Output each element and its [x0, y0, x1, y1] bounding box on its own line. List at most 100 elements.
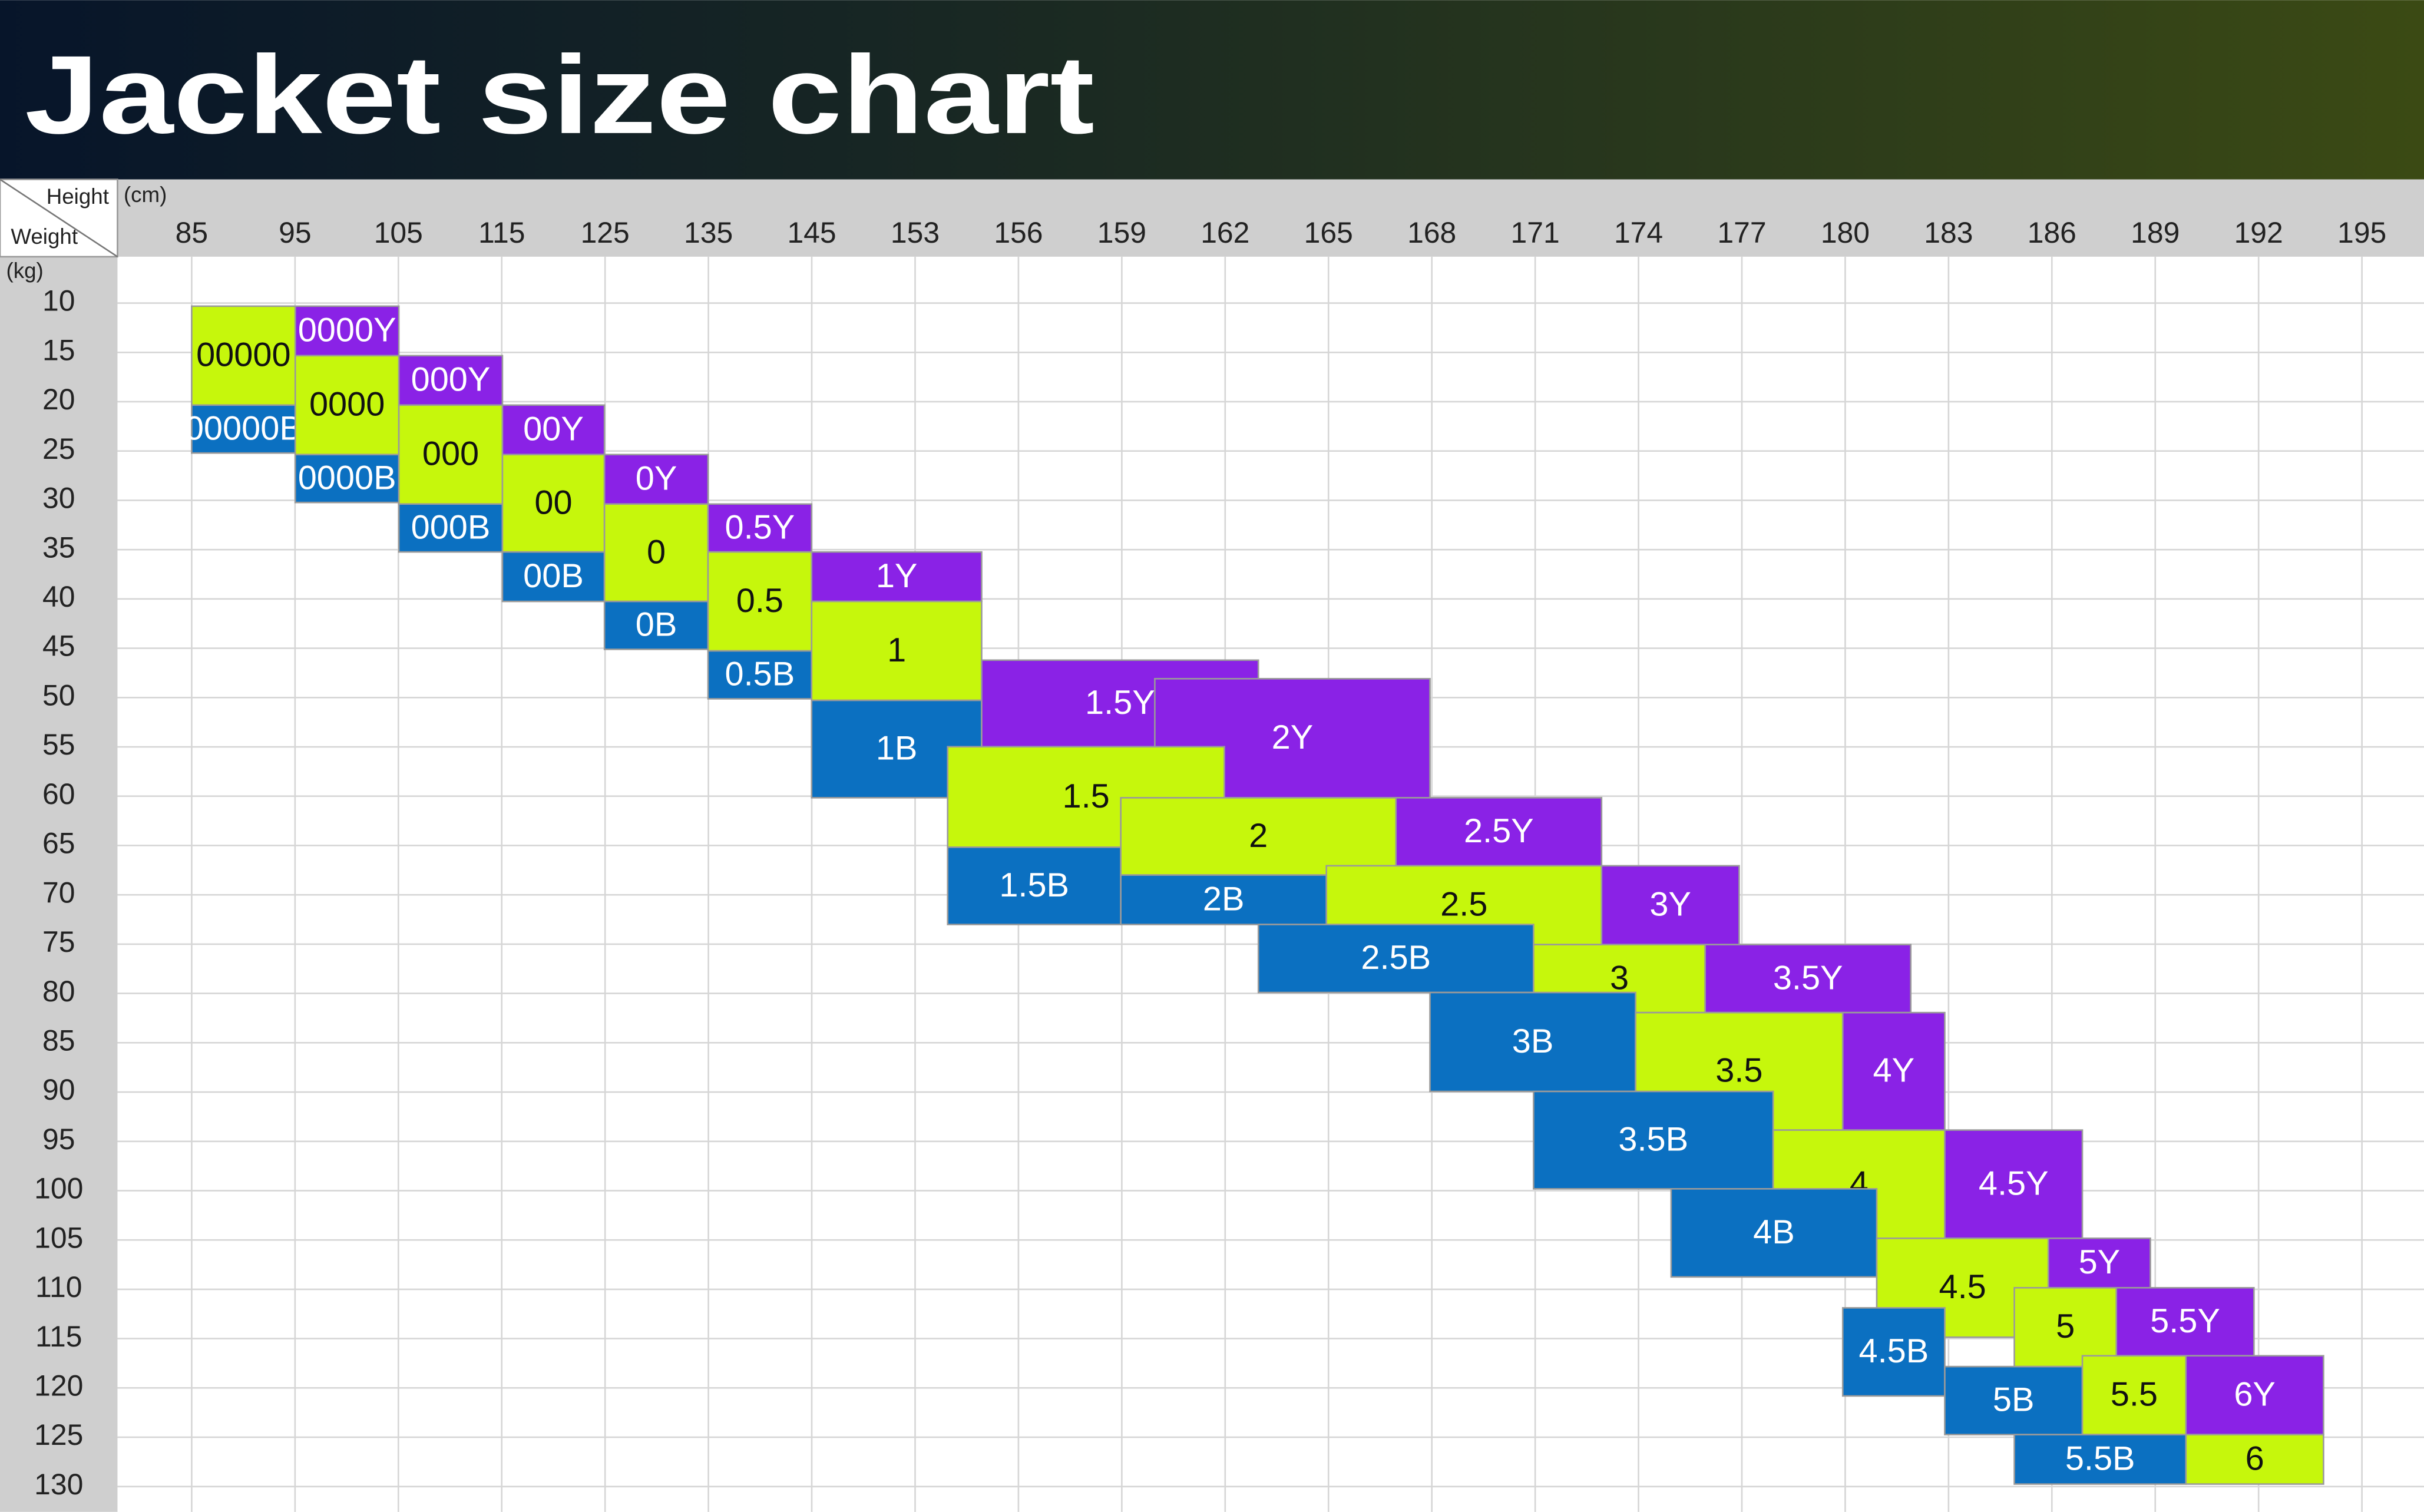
weight-tick: 65: [42, 827, 75, 860]
weight-tick: 115: [35, 1320, 82, 1353]
size-box: [947, 846, 1122, 925]
weight-tick: 70: [42, 876, 75, 909]
size-box: [2115, 1286, 2255, 1357]
size-box: [1257, 924, 1535, 994]
size-boxes: 0000000000B0000Y00000000B000Y000000B00Y0…: [185, 305, 2324, 1485]
weight-tick: 80: [42, 975, 75, 1008]
size-box: [398, 355, 504, 406]
title: Jacket size chart: [25, 33, 1094, 157]
size-box: [294, 355, 400, 456]
size-box: [603, 503, 709, 603]
title-band: [0, 0, 2424, 180]
header-row: [0, 179, 2424, 257]
corner-diagonal: [0, 178, 118, 257]
size-label: 3B: [1512, 1023, 1554, 1060]
size-label: 000B: [411, 508, 491, 546]
size-box: [1944, 1365, 2084, 1435]
size-label: 5.5Y: [2150, 1302, 2220, 1340]
height-unit: (cm): [124, 183, 167, 207]
height-tick: 174: [1614, 216, 1663, 249]
header-col: [0, 256, 118, 1512]
size-label: 000: [422, 435, 479, 473]
size-label: 000Y: [411, 361, 491, 399]
weight-tick: 120: [34, 1369, 83, 1402]
height-tick: 165: [1304, 216, 1353, 249]
size-label: 4.5Y: [1979, 1164, 2049, 1202]
size-label: 6Y: [2234, 1376, 2276, 1414]
size-box: [2047, 1237, 2151, 1289]
height-tick: 180: [1821, 216, 1870, 249]
size-label: 1B: [876, 730, 918, 767]
size-box: [2013, 1434, 2187, 1485]
size-label: 1.5: [1062, 777, 1109, 815]
height-tick: 85: [176, 216, 208, 249]
weight-tick: 30: [42, 482, 75, 515]
size-box: [707, 551, 813, 652]
size-label: 00B: [523, 557, 584, 595]
size-label: 3.5Y: [1773, 959, 1843, 997]
size-label: 0.5B: [725, 656, 795, 693]
size-label: 3: [1610, 959, 1629, 997]
size-box: [1533, 1090, 1774, 1190]
size-label: 1: [887, 631, 906, 669]
size-label: 2.5Y: [1464, 812, 1534, 850]
size-box: [294, 454, 400, 504]
size-label: 1.5B: [999, 866, 1069, 904]
weight-tick: 10: [42, 284, 75, 317]
size-box: [811, 551, 983, 603]
height-tick: 195: [2337, 216, 2386, 249]
size-box: [603, 454, 709, 505]
size-label: 00: [534, 484, 572, 521]
size-box: [1429, 991, 1636, 1093]
height-tick: 95: [279, 216, 311, 249]
size-label: 3Y: [1649, 886, 1691, 924]
size-label: 4Y: [1873, 1052, 1915, 1090]
weight-tick: 90: [42, 1073, 75, 1106]
size-box: [191, 404, 296, 454]
size-label: 0000: [309, 386, 385, 424]
height-tick: 135: [684, 216, 733, 249]
size-label: 5.5B: [2065, 1440, 2135, 1477]
height-tick: 189: [2131, 216, 2180, 249]
size-box: [2185, 1355, 2324, 1435]
height-tick: 162: [1201, 216, 1249, 249]
size-box: [707, 503, 813, 553]
weight-tick: 105: [34, 1221, 83, 1254]
size-label: 5Y: [2079, 1243, 2121, 1281]
size-box: [603, 600, 709, 650]
height-tick: 192: [2234, 216, 2283, 249]
weight-tick: 35: [42, 531, 75, 564]
weight-tick: 100: [34, 1172, 83, 1205]
size-label: 1Y: [876, 557, 918, 595]
size-box: [501, 551, 606, 603]
size-box: [1600, 865, 1740, 945]
size-label: 1.5Y: [1085, 684, 1155, 722]
weight-tick: 15: [42, 333, 75, 366]
size-box: [811, 600, 983, 702]
weight-tick: 20: [42, 383, 75, 416]
size-box: [1841, 1011, 1946, 1131]
size-box: [1395, 797, 1603, 867]
size-box: [191, 305, 296, 406]
weight-tick: 125: [34, 1418, 83, 1451]
size-label: 2: [1249, 817, 1268, 855]
weight-tick: 85: [42, 1024, 75, 1057]
size-box: [2185, 1434, 2324, 1485]
height-tick: 105: [374, 216, 423, 249]
height-tick: 177: [1717, 216, 1766, 249]
size-label: 2Y: [1272, 719, 1314, 756]
weight-tick: 45: [42, 630, 75, 663]
weight-unit: (kg): [6, 259, 43, 283]
size-label: 4.5: [1939, 1268, 1986, 1306]
weight-tick: 95: [42, 1123, 75, 1156]
size-label: 2B: [1203, 880, 1245, 918]
height-tick: 145: [787, 216, 836, 249]
size-label: 0000B: [298, 459, 396, 497]
size-label: 00Y: [523, 411, 584, 448]
height-tick: 168: [1407, 216, 1456, 249]
weight-label: Weight: [11, 224, 78, 249]
size-label: 0.5Y: [725, 508, 795, 546]
size-label: 0Y: [636, 460, 677, 498]
size-label: 5B: [1993, 1381, 2035, 1419]
size-label: 0.5: [736, 582, 783, 620]
